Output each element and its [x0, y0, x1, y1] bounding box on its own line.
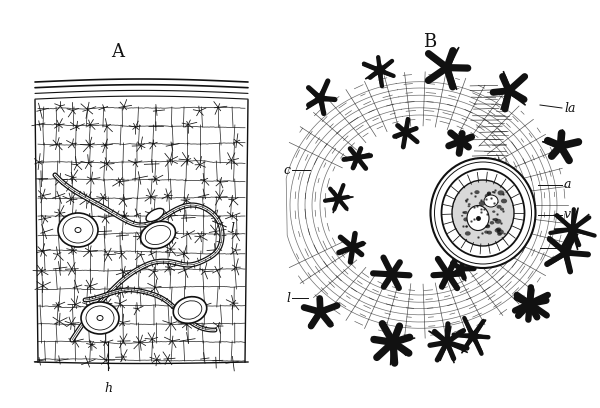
- Ellipse shape: [452, 180, 514, 246]
- Polygon shape: [451, 131, 472, 153]
- Ellipse shape: [497, 233, 502, 236]
- Polygon shape: [377, 261, 409, 290]
- Ellipse shape: [494, 218, 498, 221]
- Ellipse shape: [485, 193, 491, 199]
- Ellipse shape: [463, 217, 469, 222]
- Text: v: v: [564, 208, 571, 222]
- Polygon shape: [371, 322, 415, 365]
- Polygon shape: [362, 58, 392, 84]
- Polygon shape: [329, 190, 353, 213]
- Polygon shape: [516, 286, 545, 319]
- Polygon shape: [341, 237, 366, 259]
- Text: l: l: [230, 222, 234, 235]
- Polygon shape: [456, 319, 488, 353]
- Ellipse shape: [483, 218, 489, 222]
- Polygon shape: [554, 208, 589, 250]
- Polygon shape: [429, 47, 467, 90]
- Ellipse shape: [490, 221, 494, 224]
- Text: c: c: [283, 164, 290, 177]
- Text: h: h: [564, 242, 572, 255]
- Ellipse shape: [494, 228, 500, 233]
- Ellipse shape: [467, 206, 489, 231]
- Ellipse shape: [495, 219, 502, 224]
- Ellipse shape: [463, 211, 467, 214]
- Ellipse shape: [461, 215, 463, 217]
- Ellipse shape: [58, 213, 98, 247]
- Ellipse shape: [173, 297, 207, 323]
- Ellipse shape: [482, 217, 485, 219]
- Text: a: a: [564, 179, 571, 191]
- Ellipse shape: [487, 191, 491, 195]
- Ellipse shape: [97, 315, 103, 321]
- Ellipse shape: [479, 205, 482, 208]
- Polygon shape: [490, 71, 526, 110]
- Ellipse shape: [469, 223, 473, 226]
- Ellipse shape: [442, 169, 524, 257]
- Ellipse shape: [431, 158, 536, 268]
- Ellipse shape: [146, 208, 164, 222]
- Text: la: la: [564, 102, 575, 115]
- Polygon shape: [395, 117, 417, 146]
- Ellipse shape: [487, 192, 491, 195]
- Polygon shape: [514, 285, 547, 319]
- Ellipse shape: [75, 228, 81, 233]
- Polygon shape: [542, 129, 572, 157]
- Ellipse shape: [475, 226, 481, 231]
- Ellipse shape: [479, 201, 485, 206]
- Ellipse shape: [501, 199, 507, 203]
- Ellipse shape: [468, 203, 470, 205]
- Ellipse shape: [465, 231, 471, 236]
- Text: B: B: [424, 33, 437, 51]
- Ellipse shape: [496, 202, 499, 203]
- Ellipse shape: [487, 231, 492, 235]
- Ellipse shape: [484, 195, 498, 207]
- Polygon shape: [484, 165, 513, 191]
- Ellipse shape: [479, 219, 486, 224]
- Ellipse shape: [497, 229, 504, 235]
- Ellipse shape: [492, 191, 494, 193]
- Ellipse shape: [496, 227, 502, 231]
- Ellipse shape: [475, 190, 479, 194]
- Text: l: l: [286, 291, 290, 304]
- Ellipse shape: [500, 208, 504, 211]
- Ellipse shape: [477, 223, 484, 228]
- Ellipse shape: [503, 233, 506, 235]
- Text: h: h: [104, 382, 112, 395]
- Polygon shape: [485, 212, 515, 246]
- Ellipse shape: [497, 191, 504, 195]
- Ellipse shape: [466, 226, 468, 228]
- Polygon shape: [428, 326, 468, 363]
- Ellipse shape: [140, 221, 175, 249]
- Ellipse shape: [485, 224, 490, 228]
- Ellipse shape: [81, 302, 119, 334]
- Ellipse shape: [465, 200, 467, 202]
- Ellipse shape: [484, 231, 488, 234]
- Ellipse shape: [492, 211, 496, 213]
- Polygon shape: [346, 149, 370, 168]
- Polygon shape: [450, 260, 475, 281]
- Ellipse shape: [473, 209, 479, 213]
- Ellipse shape: [467, 205, 470, 207]
- Polygon shape: [307, 299, 338, 326]
- Ellipse shape: [470, 208, 473, 210]
- Polygon shape: [306, 86, 333, 113]
- Polygon shape: [548, 233, 584, 271]
- Polygon shape: [431, 262, 462, 289]
- Ellipse shape: [497, 205, 502, 209]
- Text: A: A: [112, 43, 125, 61]
